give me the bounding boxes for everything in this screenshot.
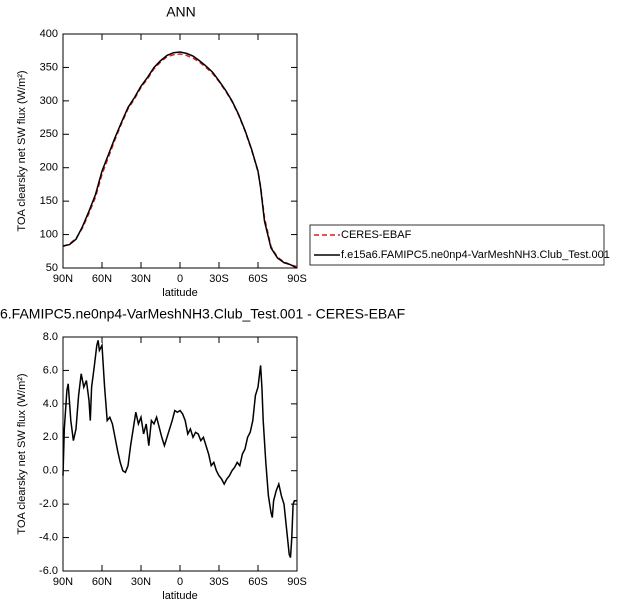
x-tick-label: 30N — [131, 576, 151, 588]
y-axis-label: TOA clearsky net SW flux (W/m²) — [16, 70, 28, 231]
x-axis-label: latitude — [162, 590, 197, 602]
y-tick-label: 2.0 — [43, 431, 58, 443]
y-tick-label: -4.0 — [39, 531, 58, 543]
y-tick-label: 4.0 — [43, 398, 58, 410]
y-tick-label: -6.0 — [39, 565, 58, 577]
y-tick-label: 150 — [40, 195, 58, 207]
chart-title: ANN — [166, 4, 196, 20]
y-tick-label: 350 — [40, 61, 58, 73]
x-tick-label: 60N — [92, 576, 112, 588]
y-axis-label: TOA clearsky net SW flux (W/m²) — [16, 373, 28, 534]
y-tick-label: 300 — [40, 95, 58, 107]
data-line — [62, 51, 298, 269]
x-tick-label: 30S — [209, 273, 229, 285]
y-tick-label: 200 — [40, 162, 58, 174]
y-tick-label: 8.0 — [43, 331, 58, 343]
y-tick-label: 100 — [40, 228, 58, 240]
y-tick-label: 50 — [46, 262, 58, 274]
x-tick-label: 60S — [248, 273, 268, 285]
plot-frame — [62, 33, 298, 269]
x-tick-label: 60N — [92, 273, 112, 285]
x-tick-label: 90N — [53, 273, 73, 285]
legend-box — [309, 224, 605, 266]
data-line — [62, 53, 298, 268]
y-tick-label: 0.0 — [43, 465, 58, 477]
chart-title: 6.FAMIPC5.ne0np4-VarMeshNH3.Club_Test.00… — [0, 306, 405, 322]
x-tick-label: 0 — [177, 273, 183, 285]
x-tick-label: 30S — [209, 576, 229, 588]
legend-label: CERES-EBAF — [341, 229, 412, 241]
y-tick-label: 250 — [40, 128, 58, 140]
x-axis-label: latitude — [162, 287, 197, 299]
data-line — [62, 340, 297, 558]
plot-frame — [62, 336, 298, 572]
x-tick-label: 60S — [248, 576, 268, 588]
x-tick-label: 0 — [177, 576, 183, 588]
y-tick-label: 400 — [40, 28, 58, 40]
x-tick-label: 30N — [131, 273, 151, 285]
x-tick-label: 90S — [287, 576, 307, 588]
y-tick-label: -2.0 — [39, 498, 58, 510]
x-tick-label: 90N — [53, 576, 73, 588]
legend-label: f.e15a6.FAMIPC5.ne0np4-VarMeshNH3.Club_T… — [341, 249, 610, 261]
x-tick-label: 90S — [287, 273, 307, 285]
y-tick-label: 6.0 — [43, 364, 58, 376]
